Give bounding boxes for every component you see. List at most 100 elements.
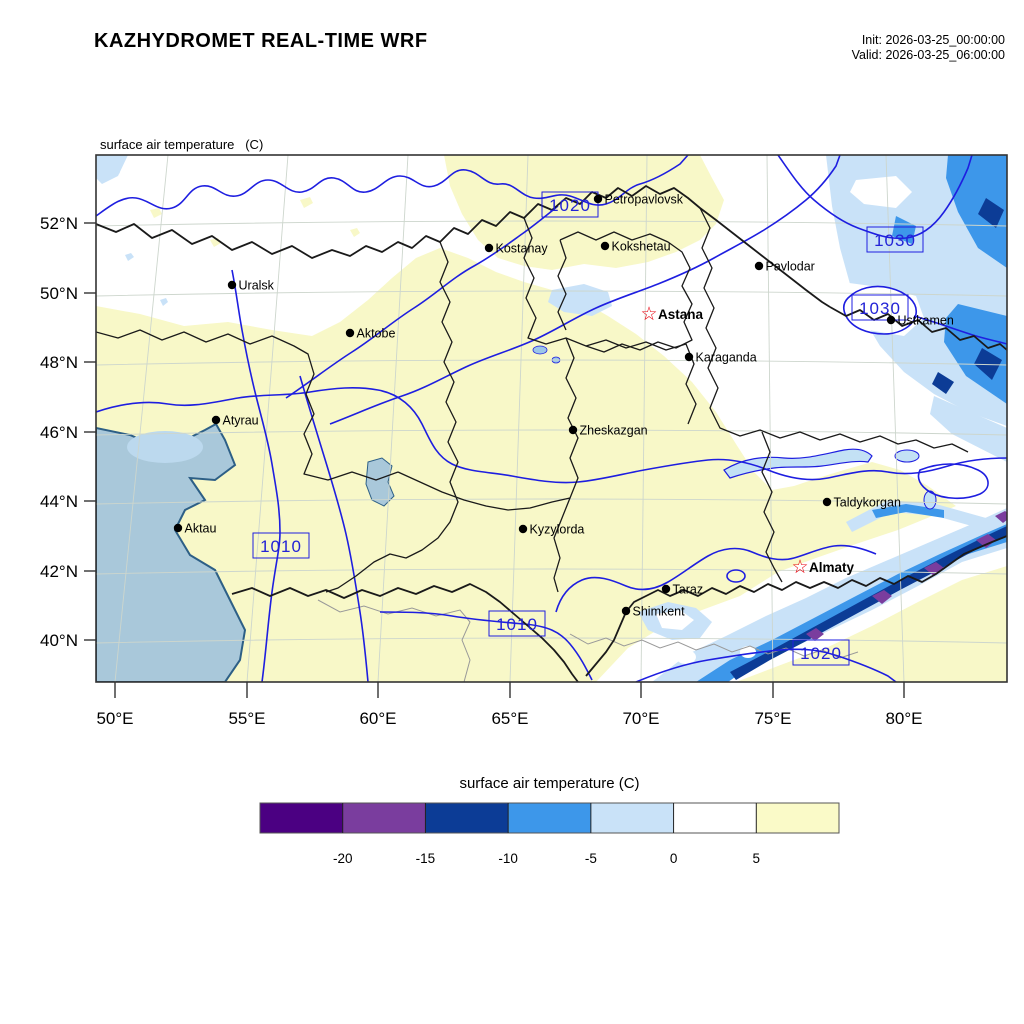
- pressure-contour-labels: 1020 1030 1030 1010 1010 1020: [252, 191, 924, 666]
- city-dot-icon: [211, 415, 221, 425]
- graticule: [96, 155, 1007, 682]
- temperature-colorbar: surface air temperature (C) -20 -15 -10 -5 0 5: [259, 775, 840, 866]
- city-marker: Taldykorgan: [822, 496, 901, 510]
- city-dot-icon: [661, 584, 671, 594]
- city-marker: Kyzylorda: [518, 523, 585, 537]
- city-label: Aktau: [185, 522, 217, 536]
- city-marker: Atyrau: [211, 414, 259, 428]
- colorbar-tick-label: -5: [585, 851, 597, 866]
- pressure-label-box: [252, 532, 310, 559]
- city-label: Uralsk: [239, 279, 275, 293]
- national-border-east: [829, 306, 1007, 351]
- colorbar-segment: [756, 803, 839, 833]
- city-label: Almaty: [809, 560, 855, 575]
- oblast-border: [761, 431, 783, 583]
- run-times: Init: 2026-03-25_00:00:00 Valid: 2026-03…: [852, 33, 1005, 63]
- lon-tick-label: 65°E: [491, 709, 528, 728]
- oblast-border: [553, 337, 579, 593]
- city-dot-icon: [822, 497, 832, 507]
- city-dot-icon: [173, 523, 183, 533]
- colorbar-segment: [590, 803, 674, 833]
- map-canvas: 1020 1030 1030 1010 1010 1020 Petropavlovsk Ko…: [96, 155, 1007, 682]
- city-label: Kokshetau: [612, 240, 671, 254]
- city-label: Aktobe: [357, 327, 396, 341]
- subtitle-temperature: surface air temperature (C): [100, 137, 264, 152]
- city-marker: Shimkent: [621, 605, 685, 619]
- colorbar-tick-label: -20: [333, 851, 353, 866]
- pressure-label: 1020: [549, 196, 591, 215]
- lon-tick-label: 50°E: [96, 709, 133, 728]
- city-marker: Aktobe: [345, 327, 396, 341]
- city-dot-icon: [345, 328, 355, 338]
- city-label: Kostanay: [496, 242, 549, 256]
- city-dot-icon: [754, 261, 764, 271]
- lat-tick-label: 52°N: [40, 214, 78, 233]
- pressure-contours: [96, 155, 1007, 682]
- map-frame: [95, 154, 1008, 683]
- lon-tick-label: 60°E: [359, 709, 396, 728]
- national-border-south: [231, 535, 1007, 682]
- valid-time: Valid: 2026-03-25_06:00:00: [851, 48, 1005, 62]
- city-label: Ustkamen: [898, 314, 954, 328]
- colorbar-segment: [508, 803, 591, 833]
- capital-star-icon: ☆: [791, 557, 808, 578]
- pressure-label-box: [851, 294, 909, 321]
- pressure-label: 1010: [260, 537, 302, 556]
- colorbar-tick-label: 5: [753, 851, 761, 866]
- city-label: Zheskazgan: [580, 424, 648, 438]
- city-dot-icon: [227, 280, 237, 290]
- pressure-label: 1020: [800, 644, 842, 663]
- city-label: Kyzylorda: [530, 523, 585, 537]
- lake-alakol: [923, 490, 937, 510]
- lon-tick-label: 80°E: [885, 709, 922, 728]
- colorbar-segment: [673, 803, 757, 833]
- city-label: Atyrau: [223, 414, 259, 428]
- lon-tick-label: 70°E: [622, 709, 659, 728]
- foreign-borders: [317, 599, 859, 682]
- admin-borders: [96, 185, 1007, 682]
- temperature-shading: [96, 155, 1007, 682]
- city-marker: Zheskazgan: [568, 424, 648, 438]
- pressure-label-box: [488, 610, 546, 637]
- city-marker: Ustkamen: [886, 314, 954, 328]
- map-axes: 52°N 50°N 48°N 46°N 44°N 42°N 40°N 50°E 55°E 60°E…: [40, 214, 923, 728]
- city-label: Petropavlovsk: [605, 193, 684, 207]
- capital-star-icon: ☆: [640, 304, 657, 325]
- city-marker: Pavlodar: [754, 260, 815, 274]
- city-marker: Petropavlovsk: [593, 193, 684, 207]
- national-border-north: [96, 185, 831, 308]
- lon-tick-label: 55°E: [228, 709, 265, 728]
- city-label: Taldykorgan: [834, 496, 901, 510]
- aral-sea: [365, 457, 395, 507]
- lake-balkhash: [723, 448, 873, 479]
- colorbar-segment: [425, 803, 509, 833]
- colorbar-title: surface air temperature (C): [459, 775, 639, 792]
- colorbar-tick-label: 0: [670, 851, 678, 866]
- city-dot-icon: [568, 425, 578, 435]
- pressure-label: 1030: [874, 231, 916, 250]
- colorbar-outline: [259, 802, 840, 834]
- pressure-label: 1010: [496, 615, 538, 634]
- lake-tengiz: [532, 345, 548, 355]
- city-label: Astana: [658, 307, 704, 322]
- lat-tick-label: 46°N: [40, 423, 78, 442]
- oblast-border: [325, 241, 459, 593]
- colorbar-segment: [260, 803, 343, 833]
- pressure-label-box: [866, 226, 924, 253]
- city-dot-icon: [886, 315, 896, 325]
- colorbar-segment: [342, 803, 426, 833]
- city-marker: Taraz: [661, 583, 703, 597]
- pressure-label-box: [541, 191, 599, 218]
- lake-zaysan: [894, 449, 920, 463]
- city-marker: Uralsk: [227, 279, 275, 293]
- city-label: Karaganda: [696, 351, 757, 365]
- city-marker: Kostanay: [484, 242, 549, 256]
- pressure-label-box: [792, 639, 850, 666]
- lat-tick-label: 48°N: [40, 353, 78, 372]
- oblast-border: [397, 471, 571, 511]
- lat-tick-label: 40°N: [40, 631, 78, 650]
- city-marker: Aktau: [173, 522, 217, 536]
- city-markers: Petropavlovsk Kostanay Kokshetau Pavlodar Ur…: [173, 193, 954, 619]
